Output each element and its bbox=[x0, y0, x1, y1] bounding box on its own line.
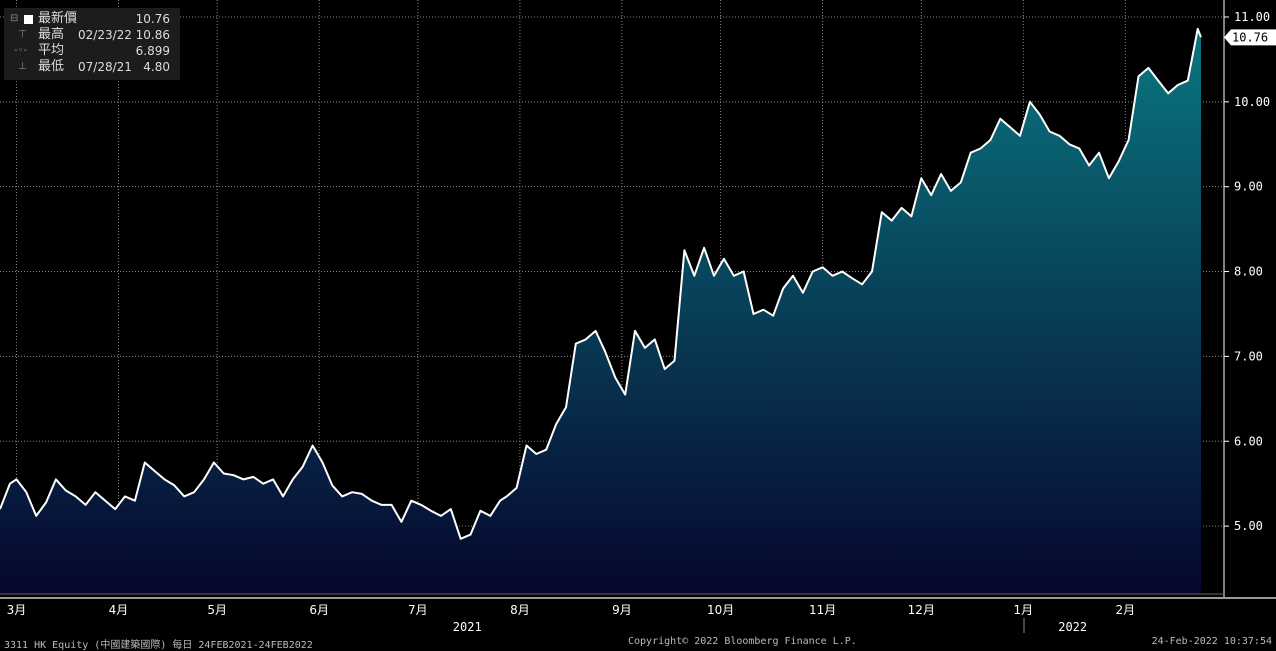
legend-box: ⊟ 最新價 10.76 ⊤ 最高 02/23/22 10.86 -◦- 平均 6… bbox=[4, 8, 180, 80]
x-tick-label: 9月 bbox=[612, 603, 632, 617]
x-tick-label: 2月 bbox=[1116, 603, 1136, 617]
legend-average-value: 6.899 bbox=[135, 44, 170, 58]
price-line bbox=[0, 27, 1202, 540]
last-price-marker: 10.76 bbox=[1224, 29, 1276, 46]
x-tick-label: 6月 bbox=[309, 603, 329, 617]
x-tick-label: 11月 bbox=[809, 603, 836, 617]
x-tick-label: 10月 bbox=[707, 603, 734, 617]
footer-ticker: 3311 HK Equity (中國建築國際) 每日 24FEB2021-24F… bbox=[4, 640, 313, 651]
y-tick-label: 10.00 bbox=[1234, 95, 1270, 109]
last-value-tag bbox=[1224, 29, 1276, 46]
x-year-label: 2021 bbox=[453, 620, 482, 634]
y-tick-labels: 5.00 6.00 7.00 8.00 9.00 10.00 11.00 bbox=[1234, 10, 1270, 533]
last-price-swatch bbox=[24, 15, 33, 24]
price-area-fill bbox=[0, 28, 1201, 594]
legend-average-label: 平均 bbox=[38, 43, 65, 58]
x-tick-label: 7月 bbox=[408, 603, 428, 617]
legend-low-label: 最低 bbox=[38, 59, 65, 74]
x-tick-label: 1月 bbox=[1013, 603, 1033, 617]
legend-high-value: 10.86 bbox=[135, 28, 170, 42]
legend-high-row: ⊤ 最高 02/23/22 10.86 bbox=[4, 27, 180, 43]
y-tick-label: 9.00 bbox=[1234, 180, 1263, 194]
footer-copyright: Copyright© 2022 Bloomberg Finance L.P. bbox=[628, 636, 857, 647]
x-tick-label: 4月 bbox=[109, 603, 129, 617]
x-tick-labels: 3月 4月 5月 6月 7月 8月 9月 10月 11月 12月 1月 2月 2021 2022 bbox=[7, 603, 1136, 634]
legend-high-date: 02/23/22 bbox=[78, 28, 132, 42]
x-tick-label: 3月 bbox=[7, 603, 27, 617]
x-tick-label: 12月 bbox=[908, 603, 935, 617]
collapse-icon[interactable]: ⊟ bbox=[10, 13, 19, 24]
legend-last-row: ⊟ 最新價 10.76 bbox=[4, 11, 180, 27]
y-tick-label: 11.00 bbox=[1234, 10, 1270, 24]
last-value-label: 10.76 bbox=[1232, 30, 1268, 44]
high-marker-icon: ⊤ bbox=[18, 29, 27, 40]
x-year-label: 2022 bbox=[1058, 620, 1087, 634]
legend-last-value: 10.76 bbox=[135, 12, 170, 26]
legend-high-label: 最高 bbox=[38, 27, 65, 42]
x-tick-label: 5月 bbox=[207, 603, 227, 617]
y-tick-label: 6.00 bbox=[1234, 434, 1263, 448]
x-tick-label: 8月 bbox=[510, 603, 530, 617]
footer-timestamp: 24-Feb-2022 10:37:54 bbox=[1151, 636, 1272, 647]
legend-low-value: 4.80 bbox=[143, 60, 170, 74]
axes bbox=[0, 0, 1276, 633]
average-marker-icon: -◦- bbox=[14, 45, 28, 56]
legend-low-date: 07/28/21 bbox=[78, 60, 132, 74]
y-tick-label: 8.00 bbox=[1234, 265, 1263, 279]
legend-low-row: ⊥ 最低 07/28/21 4.80 bbox=[4, 59, 180, 75]
low-marker-icon: ⊥ bbox=[18, 61, 27, 72]
legend-average-row: -◦- 平均 6.899 bbox=[4, 43, 180, 59]
y-tick-label: 5.00 bbox=[1234, 519, 1263, 533]
y-tick-label: 7.00 bbox=[1234, 349, 1263, 363]
legend-last-label: 最新價 bbox=[38, 11, 78, 26]
